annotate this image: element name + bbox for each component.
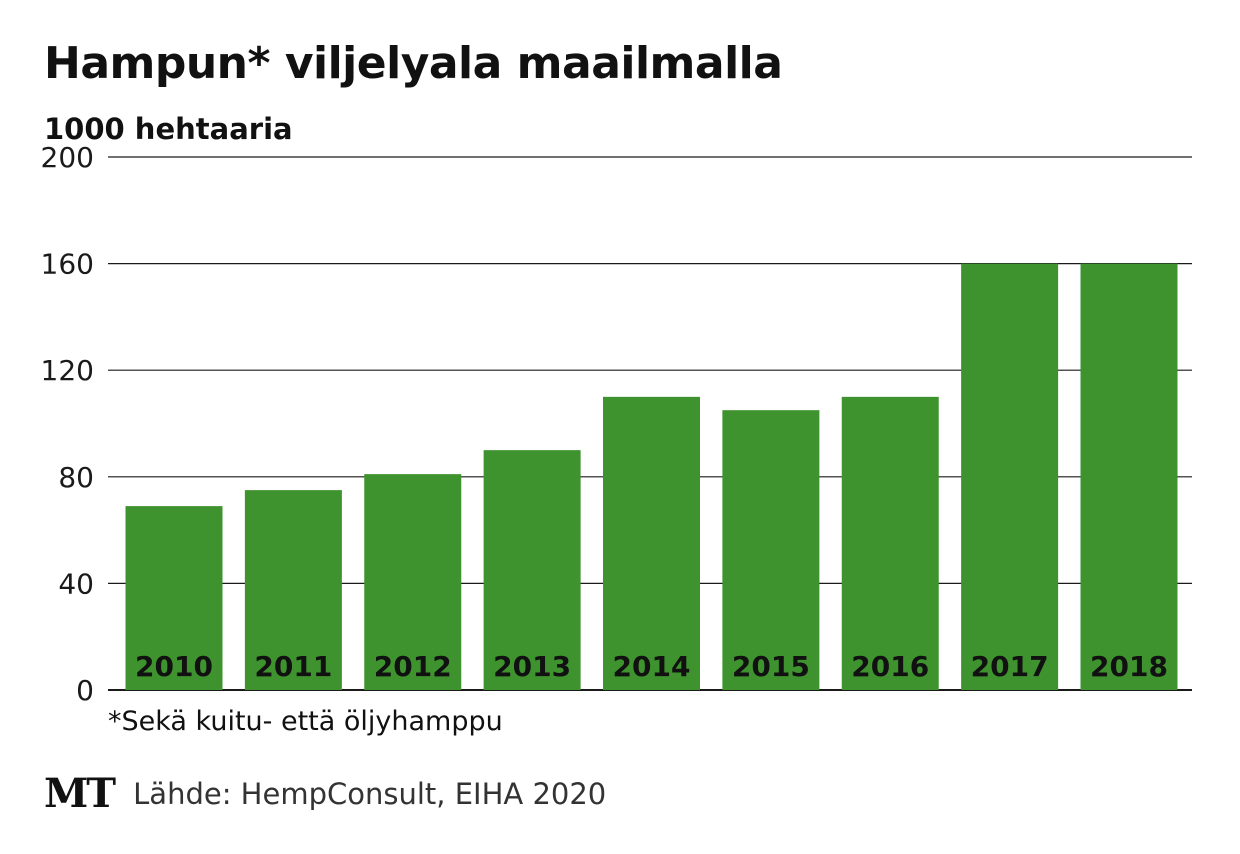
bar bbox=[125, 506, 223, 690]
bar bbox=[244, 490, 342, 690]
bar bbox=[483, 450, 581, 690]
bar bbox=[961, 263, 1059, 690]
x-tick-label: 2018 bbox=[1090, 650, 1168, 683]
y-tick-label: 160 bbox=[41, 248, 94, 281]
x-tick-label: 2016 bbox=[851, 650, 929, 683]
y-tick-label: 40 bbox=[58, 567, 94, 600]
bar bbox=[1080, 263, 1178, 690]
x-tick-label: 2012 bbox=[374, 650, 452, 683]
bar bbox=[364, 474, 462, 690]
y-tick-label: 120 bbox=[41, 354, 94, 387]
y-tick-label: 200 bbox=[41, 141, 94, 174]
y-tick-label: 80 bbox=[58, 461, 94, 494]
bar bbox=[841, 396, 939, 690]
bar bbox=[722, 410, 820, 690]
y-tick-label: 0 bbox=[76, 674, 94, 707]
source-text: Lähde: HempConsult, EIHA 2020 bbox=[133, 776, 607, 811]
chart-subtitle: 1000 hehtaaria bbox=[44, 112, 293, 146]
x-tick-label: 2014 bbox=[613, 650, 691, 683]
source-row: MT Lähde: HempConsult, EIHA 2020 bbox=[44, 770, 606, 817]
x-tick-label: 2011 bbox=[254, 650, 332, 683]
chart-title: Hampun* viljelyala maailmalla bbox=[44, 38, 783, 89]
mt-logo: MT bbox=[44, 770, 116, 817]
bar bbox=[603, 396, 700, 690]
footnote: *Sekä kuitu- että öljyhamppu bbox=[108, 706, 503, 737]
x-tick-label: 2017 bbox=[971, 650, 1049, 683]
x-tick-label: 2013 bbox=[493, 650, 571, 683]
x-tick-label: 2010 bbox=[135, 650, 213, 683]
x-tick-label: 2015 bbox=[732, 650, 810, 683]
